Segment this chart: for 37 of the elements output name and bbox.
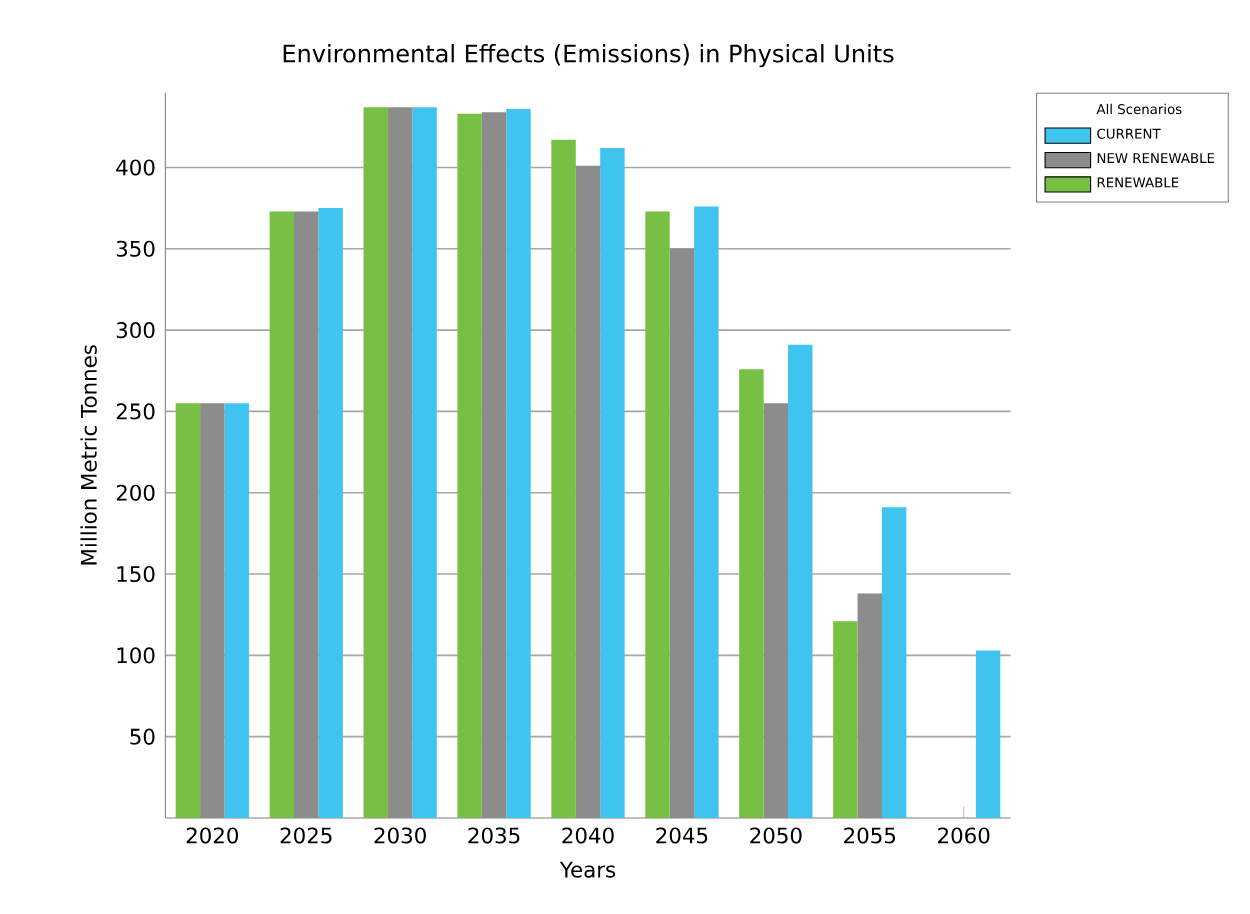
bar — [412, 107, 437, 818]
bar — [318, 208, 343, 818]
x-tick-label: 2025 — [280, 827, 332, 844]
y-tick-label: 350 — [116, 240, 155, 257]
bar — [694, 206, 719, 818]
x-tick-label: 2035 — [468, 827, 520, 844]
y-tick-label: 150 — [117, 565, 155, 583]
bar — [975, 650, 1001, 818]
x-tick-label: 2020 — [186, 827, 239, 844]
bar — [600, 147, 625, 818]
y-axis-title: Million Metric Tonnes — [80, 345, 97, 565]
y-tick-label: 250 — [116, 403, 155, 420]
x-tick-label: 2050 — [750, 827, 802, 844]
y-tick-label: 100 — [117, 647, 155, 664]
y-tick-label: 300 — [116, 322, 155, 339]
bar — [224, 403, 249, 818]
x-axis-title: Years — [559, 861, 616, 878]
bar — [645, 211, 670, 818]
y-tick-label: 200 — [116, 484, 155, 501]
bar — [551, 139, 576, 818]
y-tick-label: 400 — [116, 159, 155, 176]
x-tick-label: 2060 — [938, 827, 990, 844]
x-tick-label: 2040 — [562, 827, 614, 844]
bar — [363, 107, 388, 818]
y-tick-label: 50 — [130, 728, 155, 745]
x-tick-label: 2030 — [374, 827, 426, 844]
bar — [506, 108, 531, 818]
x-tick-label: 2045 — [656, 827, 708, 844]
bar — [739, 369, 764, 818]
x-tick-label: 2055 — [844, 827, 896, 844]
bar — [175, 403, 201, 818]
bar — [788, 344, 813, 818]
bar — [457, 113, 482, 818]
bar — [881, 507, 907, 818]
bar — [269, 211, 295, 818]
bar — [833, 621, 858, 818]
chart-title: Environmental Effects (Emissions) in Physical Units — [283, 44, 894, 68]
